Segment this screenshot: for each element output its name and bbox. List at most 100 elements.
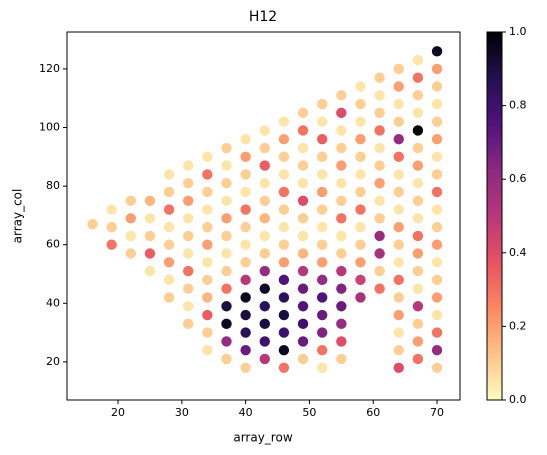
point bbox=[202, 292, 213, 303]
point bbox=[336, 177, 347, 189]
point bbox=[316, 116, 328, 127]
point bbox=[336, 213, 347, 224]
point bbox=[336, 90, 347, 101]
point bbox=[183, 213, 194, 224]
colorbar-tick-label: 1.0 bbox=[509, 25, 527, 38]
point bbox=[106, 221, 117, 233]
point bbox=[163, 169, 175, 180]
point bbox=[374, 230, 385, 242]
plot-frame bbox=[66, 31, 461, 401]
point bbox=[412, 336, 424, 347]
point bbox=[374, 125, 385, 136]
point bbox=[336, 125, 347, 136]
point bbox=[412, 90, 424, 101]
point bbox=[240, 327, 251, 338]
point bbox=[316, 239, 328, 250]
point bbox=[336, 160, 347, 171]
point bbox=[431, 63, 443, 75]
point bbox=[240, 186, 251, 198]
point bbox=[259, 142, 270, 154]
point bbox=[125, 230, 136, 242]
point bbox=[393, 98, 404, 110]
point bbox=[431, 98, 443, 110]
x-tick-label: 20 bbox=[111, 406, 125, 419]
point bbox=[412, 230, 424, 242]
point bbox=[412, 54, 424, 66]
point bbox=[259, 336, 270, 347]
point bbox=[316, 344, 328, 356]
point bbox=[412, 213, 424, 224]
point bbox=[393, 327, 404, 338]
colorbar-tick-label: 0.4 bbox=[509, 246, 527, 259]
point bbox=[202, 169, 213, 180]
point bbox=[183, 177, 194, 189]
point bbox=[221, 230, 232, 242]
point bbox=[259, 195, 270, 206]
point bbox=[297, 107, 309, 119]
point bbox=[202, 309, 213, 321]
point bbox=[297, 336, 309, 347]
point bbox=[202, 257, 213, 268]
point bbox=[412, 283, 424, 294]
point bbox=[221, 213, 232, 224]
point bbox=[202, 239, 213, 250]
x-axis-label: array_row bbox=[233, 431, 292, 445]
point bbox=[297, 353, 309, 365]
point bbox=[297, 160, 309, 171]
point bbox=[240, 221, 251, 233]
point bbox=[355, 257, 366, 268]
point bbox=[163, 221, 175, 233]
point bbox=[393, 151, 404, 163]
point bbox=[183, 230, 194, 242]
point bbox=[144, 248, 156, 259]
point bbox=[355, 239, 366, 250]
point bbox=[355, 169, 366, 180]
point bbox=[183, 265, 194, 277]
y-tick-label: 100 bbox=[39, 121, 60, 134]
point bbox=[393, 186, 404, 198]
point bbox=[221, 195, 232, 206]
point bbox=[278, 151, 290, 163]
point bbox=[144, 195, 156, 206]
point bbox=[431, 46, 443, 57]
point bbox=[144, 230, 156, 242]
point bbox=[240, 169, 251, 180]
point bbox=[183, 283, 194, 294]
point bbox=[278, 221, 290, 233]
point bbox=[431, 292, 443, 303]
point bbox=[163, 292, 175, 303]
point bbox=[240, 362, 251, 373]
point bbox=[240, 292, 251, 303]
point bbox=[316, 221, 328, 233]
point bbox=[259, 301, 270, 312]
point bbox=[240, 309, 251, 321]
point bbox=[336, 265, 347, 277]
point bbox=[355, 81, 366, 92]
point bbox=[431, 327, 443, 338]
point bbox=[412, 142, 424, 154]
y-tick-label: 20 bbox=[46, 355, 60, 368]
point bbox=[297, 248, 309, 259]
y-axis-label: array_col bbox=[11, 189, 25, 244]
point bbox=[355, 221, 366, 233]
point bbox=[316, 169, 328, 180]
point bbox=[278, 292, 290, 303]
point bbox=[374, 142, 385, 154]
point bbox=[412, 195, 424, 206]
point bbox=[431, 221, 443, 233]
point bbox=[431, 274, 443, 286]
point bbox=[278, 204, 290, 215]
point bbox=[278, 116, 290, 127]
point bbox=[431, 309, 443, 321]
chart-title: H12 bbox=[249, 9, 277, 25]
point bbox=[144, 265, 156, 277]
point bbox=[297, 125, 309, 136]
point bbox=[221, 353, 232, 365]
point bbox=[431, 362, 443, 373]
point bbox=[374, 72, 385, 83]
point bbox=[221, 142, 232, 154]
point bbox=[125, 213, 136, 224]
point bbox=[221, 318, 232, 330]
point bbox=[278, 309, 290, 321]
point bbox=[412, 265, 424, 277]
